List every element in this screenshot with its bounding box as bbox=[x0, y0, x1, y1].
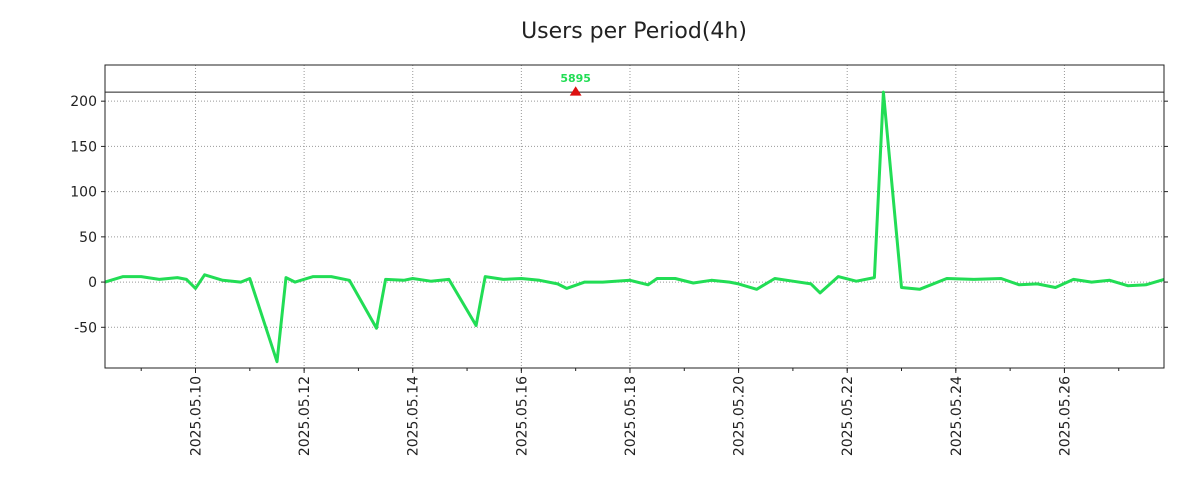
y-tick-label: 200 bbox=[70, 94, 97, 110]
y-tick-label: 100 bbox=[70, 185, 97, 201]
y-tick-label: 150 bbox=[70, 139, 97, 155]
x-tick-label: 2025.05.12 bbox=[297, 376, 313, 456]
peak-marker bbox=[569, 86, 582, 96]
x-tick-label: 2025.05.26 bbox=[1057, 376, 1073, 456]
y-tick-labels: 200 150 100 50 0 -50 bbox=[70, 94, 97, 336]
peak-label: 5895 bbox=[560, 72, 591, 85]
grid-lines bbox=[105, 65, 1164, 368]
y-tick-label: -50 bbox=[74, 320, 97, 336]
axes bbox=[101, 64, 1168, 373]
y-tick-label: 0 bbox=[88, 275, 97, 291]
x-tick-label: 2025.05.16 bbox=[514, 376, 530, 456]
chart-title: Users per Period(4h) bbox=[521, 19, 747, 44]
plot-frame bbox=[104, 64, 1165, 369]
x-tick-labels: 2025.05.10 2025.05.12 2025.05.14 2025.05.16… bbox=[189, 376, 1074, 456]
series-group bbox=[104, 90, 1165, 364]
x-tick-label: 2025.05.18 bbox=[623, 376, 639, 456]
y-tick-label: 50 bbox=[79, 230, 97, 246]
x-tick-label: 2025.05.24 bbox=[949, 376, 965, 456]
x-tick-label: 2025.05.22 bbox=[840, 376, 856, 456]
peak-annotation-group: 5895 bbox=[560, 72, 591, 96]
x-tick-label: 2025.05.10 bbox=[189, 376, 205, 456]
series-line bbox=[104, 90, 1165, 364]
x-tick-label: 2025.05.14 bbox=[406, 376, 422, 456]
x-tick-label: 2025.05.20 bbox=[732, 376, 748, 456]
